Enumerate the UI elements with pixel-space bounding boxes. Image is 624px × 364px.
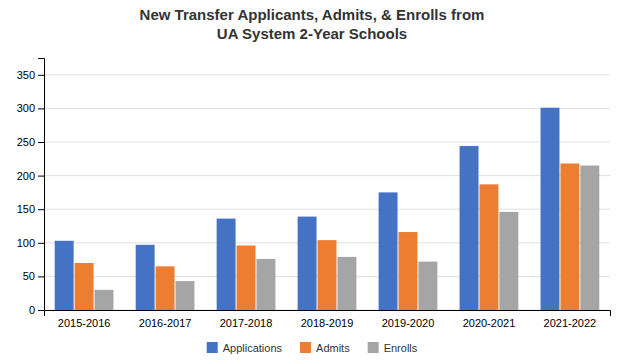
bar	[298, 217, 317, 310]
bar	[176, 281, 195, 310]
bar	[217, 219, 236, 310]
bar	[560, 164, 579, 310]
bar	[95, 290, 114, 310]
tick-label: 2020-2021	[463, 317, 516, 329]
legend-item: Enrolls	[368, 342, 418, 354]
tick-label: 50	[23, 270, 35, 282]
grid-line	[44, 108, 610, 109]
tick-label: 350	[17, 69, 35, 81]
tick: 2017-2018	[220, 317, 273, 329]
bar	[399, 232, 418, 310]
bar	[136, 245, 155, 310]
tick-mark	[38, 276, 44, 277]
bar	[75, 263, 94, 310]
tick: 2020-2021	[463, 317, 516, 329]
legend-swatch	[300, 342, 311, 353]
title: New Transfer Applicants, Admits, & Enrol…	[140, 6, 485, 42]
tick-label: 250	[17, 136, 35, 148]
tick: 2015-2016	[58, 317, 111, 329]
bar	[55, 241, 74, 310]
bar	[237, 245, 256, 310]
tick: 250	[17, 136, 44, 148]
chart: New Transfer Applicants, Admits, & Enrol…	[0, 0, 624, 364]
bar	[460, 146, 479, 310]
bar	[318, 240, 337, 310]
tick-mark	[38, 108, 44, 109]
tick: 0	[29, 304, 44, 316]
series	[95, 166, 600, 310]
tick-mark	[38, 142, 44, 143]
tick: 2021-2022	[544, 317, 597, 329]
grid-line	[44, 142, 610, 143]
tick-label: 200	[17, 170, 35, 182]
x-axis: 2015-2016 2016-2017 2017-2018 2018-2019 2019…	[45, 311, 611, 329]
tick-mark	[38, 310, 44, 311]
tick: 2016-2017	[139, 317, 192, 329]
axis-line	[45, 311, 611, 317]
y-axis: 0 50 100 150 200 250 300 350	[17, 59, 45, 317]
legend-swatch	[207, 342, 218, 353]
legend-label: Enrolls	[384, 342, 418, 354]
bar	[418, 262, 437, 310]
tick-label: 2016-2017	[139, 317, 192, 329]
legend-item: Applications	[207, 342, 283, 354]
tick-label: 2019-2020	[382, 317, 435, 329]
bar	[541, 108, 560, 310]
tick: 2018-2019	[301, 317, 354, 329]
grid	[44, 75, 610, 310]
tick-mark	[38, 209, 44, 210]
tick-label: 150	[17, 203, 35, 215]
tick-mark	[38, 243, 44, 244]
bar	[580, 166, 599, 310]
tick: 300	[17, 102, 44, 114]
tick: 50	[23, 270, 44, 282]
tick-label: 2017-2018	[220, 317, 273, 329]
grid-line	[44, 209, 610, 210]
bar	[499, 212, 518, 310]
legend-label: Admits	[316, 342, 350, 354]
tick: 100	[17, 237, 44, 249]
legend-item: Admits	[300, 342, 350, 354]
bar	[156, 266, 175, 310]
tick: 150	[17, 203, 44, 215]
tick-label: 300	[17, 102, 35, 114]
grid-line	[44, 74, 610, 75]
bar	[337, 257, 356, 310]
axis-line	[38, 59, 45, 311]
tick-label: 2015-2016	[58, 317, 111, 329]
series	[55, 108, 560, 310]
bar	[256, 259, 275, 310]
series	[75, 164, 580, 310]
tick: 200	[17, 170, 44, 182]
legend-label: Applications	[223, 342, 283, 354]
grid-line	[44, 175, 610, 176]
tick: 2019-2020	[382, 317, 435, 329]
bars	[55, 108, 600, 310]
legend-swatch	[368, 342, 379, 353]
tick-label: 2018-2019	[301, 317, 354, 329]
plot: 0501001502002503003502015-20162016-20172…	[17, 59, 611, 329]
tick-label: 2021-2022	[544, 317, 597, 329]
bar	[379, 192, 398, 310]
bar	[479, 184, 498, 310]
tick-label: 100	[17, 237, 35, 249]
tick-label: 0	[29, 304, 35, 316]
tick-mark	[38, 75, 44, 76]
tick: 350	[17, 69, 44, 81]
legend: Applications Admits Enrolls	[207, 342, 418, 354]
tick-mark	[38, 176, 44, 177]
